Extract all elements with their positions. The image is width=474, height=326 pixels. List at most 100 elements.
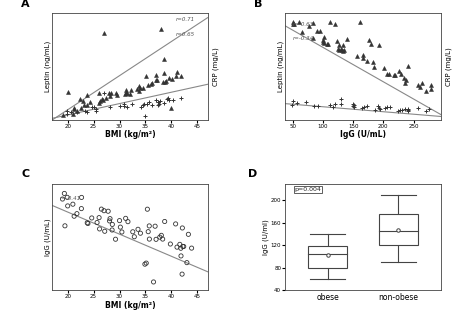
Point [70,214,78,219]
Point [353,53,361,59]
Point [130,234,138,239]
Point [385,72,392,77]
Point [155,102,163,107]
Point [136,84,143,89]
Point [350,105,357,110]
Point [145,99,152,105]
Point [128,101,136,107]
Point [349,104,357,109]
Point [64,203,72,209]
Point [73,211,81,216]
Point [170,97,177,103]
Point [337,47,345,52]
Point [64,195,71,200]
Point [95,100,102,105]
Point [188,245,195,251]
Point [100,208,108,213]
Point [333,38,341,43]
Point [315,103,322,108]
Y-axis label: IgG (U/ml): IgG (U/ml) [263,219,269,255]
Point [152,72,159,77]
Point [401,80,409,85]
Text: r=-0.34: r=-0.34 [293,37,314,41]
Point [404,64,412,69]
Point [394,108,402,113]
Point [63,108,71,113]
Point [70,111,77,116]
Point [144,207,151,212]
Point [161,219,168,224]
Point [183,260,191,265]
Point [180,244,188,249]
Point [392,72,399,78]
Point [155,99,162,104]
Point [290,20,297,25]
Point [92,108,100,113]
Text: CRP (mg/L): CRP (mg/L) [212,47,219,86]
Point [172,221,180,227]
Bar [379,215,418,245]
Point [96,91,103,96]
Point [79,99,87,104]
Point [173,69,181,74]
Point [101,229,109,234]
Point [152,237,160,242]
Point [134,87,141,92]
Point [156,234,164,240]
Point [331,101,338,107]
Point [327,20,334,25]
Point [161,79,168,84]
Point [78,195,85,200]
Point [356,20,364,25]
Point [369,59,377,64]
Point [134,227,142,232]
Point [401,106,409,111]
Point [156,98,164,104]
Point [99,97,107,102]
Point [117,225,124,230]
Point [396,108,404,113]
Point [179,244,187,249]
Text: D: D [248,169,257,179]
Text: r=-0.63: r=-0.63 [293,22,314,26]
Point [81,109,89,114]
Point [359,52,367,57]
Point [371,107,379,112]
Point [427,82,434,87]
Point [123,87,130,93]
Point [169,76,176,82]
Point [309,35,317,40]
Point [177,253,185,259]
Point [179,225,186,230]
Point [375,105,383,110]
Point [102,95,110,100]
Point [177,246,184,251]
Point [401,76,408,81]
Point [172,74,179,79]
Point [299,29,306,34]
Point [290,22,298,27]
Point [334,46,342,52]
Point [173,244,181,250]
Point [92,106,100,111]
Point [122,90,130,96]
Y-axis label: Leptin (ng/mL): Leptin (ng/mL) [277,41,284,92]
Point [289,21,297,26]
Point [140,102,147,107]
Point [303,99,310,104]
Text: p=0.004: p=0.004 [295,187,321,192]
Point [162,79,169,84]
Point [157,26,165,32]
Point [329,105,337,110]
Point [361,104,368,109]
Point [422,108,429,113]
Point [339,48,346,53]
Point [335,42,343,48]
Point [359,55,367,61]
Point [78,206,85,211]
Point [146,223,153,229]
Point [70,106,78,111]
Point [143,260,150,266]
Text: B: B [254,0,263,9]
Point [381,106,389,111]
